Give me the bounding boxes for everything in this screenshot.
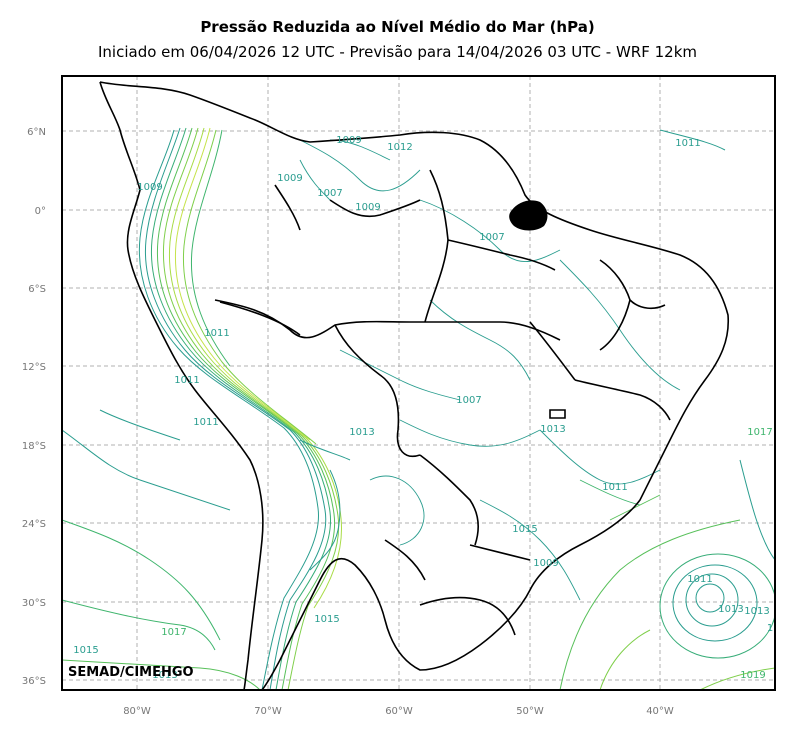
contour-label: 1015 bbox=[73, 645, 98, 656]
contour-label: 1019 bbox=[740, 670, 765, 681]
contour-label: 1009 bbox=[277, 173, 302, 184]
contour-label: 1013 bbox=[540, 424, 565, 435]
contour-label: 1007 bbox=[317, 188, 342, 199]
contour-label: 1009 bbox=[355, 202, 380, 213]
contour-labels: 1009 1011 1012 1009 1009 1007 1009 1007 1011 1011… bbox=[73, 135, 773, 681]
contour-label: 1017 bbox=[747, 427, 772, 438]
map-frame bbox=[61, 75, 776, 691]
longitude-ticks: 80°W 70°W 60°W 50°W 40°W bbox=[123, 706, 674, 717]
lon-tick: 80°W bbox=[123, 706, 151, 717]
marajo-island bbox=[509, 200, 548, 231]
continent-outline bbox=[99, 81, 730, 690]
lat-tick: 36°S bbox=[22, 676, 46, 687]
contour-label: 1013 bbox=[152, 670, 177, 681]
lon-tick: 70°W bbox=[254, 706, 282, 717]
contour-label: 1 bbox=[767, 623, 773, 634]
lat-tick: 6°S bbox=[28, 284, 46, 295]
lat-tick: 6°N bbox=[27, 127, 46, 138]
map-credit: SEMAD/CIMEHGO bbox=[68, 665, 194, 680]
contour-label: 1013 bbox=[744, 606, 769, 617]
graticule bbox=[62, 76, 775, 690]
contour-label: 1011 bbox=[602, 482, 627, 493]
lon-tick: 40°W bbox=[646, 706, 674, 717]
contour-label: 1013 bbox=[718, 604, 743, 615]
map-subtitle: Iniciado em 06/04/2026 12 UTC - Previsão… bbox=[97, 43, 698, 61]
contour-label: 1012 bbox=[387, 142, 412, 153]
ocean-contours bbox=[62, 129, 775, 690]
andes-contours bbox=[138, 127, 351, 690]
lat-tick: 30°S bbox=[22, 598, 46, 609]
latitude-ticks: 6°N 0° 6°S 12°S 18°S 24°S 30°S 36°S bbox=[22, 127, 46, 687]
contour-label: 1015 bbox=[512, 524, 537, 535]
contour-label: 1011 bbox=[204, 328, 229, 339]
map-title: Pressão Reduzida ao Nível Médio do Mar (… bbox=[200, 18, 595, 36]
contour-label: 1011 bbox=[675, 138, 700, 149]
interior-contours bbox=[299, 139, 681, 601]
contour-label: 1013 bbox=[349, 427, 374, 438]
contour-label: 1011 bbox=[174, 375, 199, 386]
contour-label: 1007 bbox=[456, 395, 481, 406]
lon-tick: 50°W bbox=[516, 706, 544, 717]
contour-label: 1009 bbox=[137, 182, 162, 193]
lat-tick: 0° bbox=[35, 206, 46, 217]
contour-label: 1011 bbox=[193, 417, 218, 428]
contour-label: 1009 bbox=[533, 558, 558, 569]
contour-label: 1007 bbox=[479, 232, 504, 243]
lat-tick: 18°S bbox=[22, 441, 46, 452]
contour-label: 1017 bbox=[161, 627, 186, 638]
lon-tick: 60°W bbox=[385, 706, 413, 717]
contour-label: 1011 bbox=[687, 574, 712, 585]
contour-label: 1015 bbox=[314, 614, 339, 625]
lat-tick: 12°S bbox=[22, 362, 46, 373]
lat-tick: 24°S bbox=[22, 519, 46, 530]
contour-label: 1009 bbox=[336, 135, 361, 146]
